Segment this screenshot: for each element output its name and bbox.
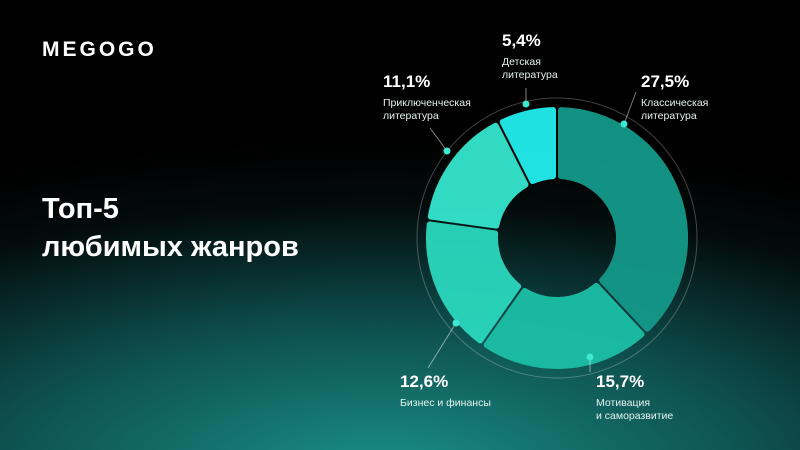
label-dot	[620, 120, 628, 128]
segment-label: 27,5% Классическая литература	[641, 72, 708, 123]
leader-line	[623, 91, 637, 125]
leader-line	[427, 322, 457, 369]
value-label: 11,1%	[383, 72, 431, 91]
category-label: Мотивация и саморазвитие	[596, 397, 674, 422]
logo: MEGOGO	[42, 38, 157, 61]
category-label: Бизнес и финансы	[400, 397, 491, 409]
donut-segment	[483, 282, 645, 369]
value-label: 12,6%	[400, 372, 449, 391]
donut-segment	[427, 122, 529, 229]
segment-label: 12,6% Бизнес и финансы	[400, 372, 491, 410]
donut-segment	[426, 221, 522, 344]
segment-label: 5,4% Детская литература	[502, 31, 558, 82]
label-dot	[443, 147, 451, 155]
value-label: 5,4%	[502, 31, 541, 50]
category-label: Классическая литература	[641, 97, 709, 122]
donut-segment	[557, 107, 688, 332]
outer-ring	[416, 97, 698, 379]
leader-line	[429, 127, 448, 152]
value-label: 27,5%	[641, 72, 690, 91]
segment-label: 15,7% Мотивация и саморазвитие	[596, 372, 673, 423]
category-label: Приключенческая литература	[383, 97, 471, 122]
label-dot	[522, 100, 530, 108]
value-label: 15,7%	[596, 372, 645, 391]
donut-segment	[499, 107, 557, 185]
label-dot	[586, 353, 594, 361]
chart-title: Топ-5 любимых жанров	[42, 193, 299, 263]
segment-label: 11,1% Приключенческая литература	[383, 72, 471, 123]
label-dot	[452, 319, 460, 327]
category-label: Детская литература	[502, 56, 558, 81]
